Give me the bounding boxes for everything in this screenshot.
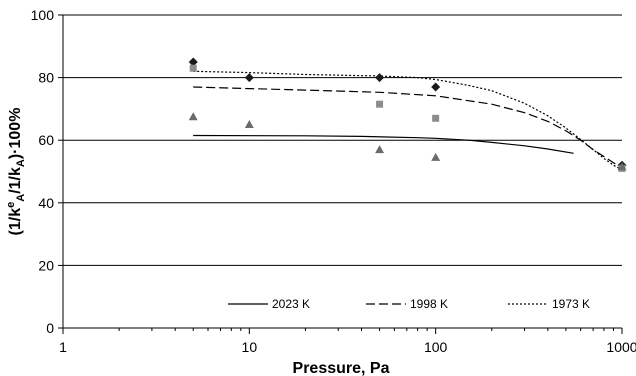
diamond-marker	[188, 57, 198, 67]
square-marker	[432, 114, 440, 122]
axes: 0 20 40 60 80 100 1 10 100 1000	[31, 7, 636, 355]
x-tick-label: 1000	[606, 339, 636, 355]
series-line-solid	[193, 134, 574, 154]
x-tick-label: 1	[59, 339, 67, 355]
y-tick-label: 40	[38, 195, 54, 211]
series-line-dotted	[193, 70, 623, 171]
diamond-marker	[375, 73, 385, 83]
diamond-marker	[431, 82, 441, 92]
legend-label: 1998 K	[410, 297, 448, 311]
x-axis-title: Pressure, Pa	[293, 360, 390, 376]
y-tick-label: 20	[38, 257, 54, 273]
y-axis-title: (1/keA/1/kA)·100%	[5, 108, 27, 236]
y-tick-label: 100	[31, 7, 55, 23]
legend-label: 2023 K	[272, 297, 310, 311]
x-tick-label: 10	[242, 339, 258, 355]
triangle-marker	[431, 152, 441, 161]
triangle-marker	[617, 162, 627, 171]
legend-label: 1973 K	[552, 297, 590, 311]
legend: 2023 K 1998 K 1973 K	[228, 297, 590, 311]
data-markers	[188, 57, 627, 172]
square-marker	[189, 64, 197, 72]
grid-lines	[63, 14, 622, 266]
triangle-marker	[188, 112, 198, 121]
triangle-marker	[375, 145, 385, 154]
diamond-marker	[244, 73, 254, 83]
series-lines	[193, 70, 623, 171]
y-tick-label: 80	[38, 70, 54, 86]
series-line-dashed	[193, 86, 623, 169]
x-tick-label: 100	[424, 339, 448, 355]
y-tick-label: 0	[46, 320, 54, 336]
y-tick-label: 60	[38, 132, 54, 148]
triangle-marker	[244, 120, 254, 129]
square-marker	[376, 100, 384, 108]
